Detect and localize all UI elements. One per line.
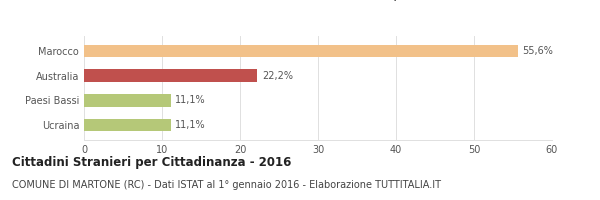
- Legend: Africa, Oceania, Europa: Africa, Oceania, Europa: [225, 0, 411, 5]
- Text: 22,2%: 22,2%: [262, 71, 293, 81]
- Bar: [84, 45, 518, 57]
- Text: Cittadini Stranieri per Cittadinanza - 2016: Cittadini Stranieri per Cittadinanza - 2…: [12, 156, 292, 169]
- Text: 55,6%: 55,6%: [523, 46, 553, 56]
- Text: 11,1%: 11,1%: [175, 95, 206, 105]
- Bar: [84, 94, 170, 107]
- Bar: [84, 119, 170, 131]
- Bar: [84, 69, 257, 82]
- Text: COMUNE DI MARTONE (RC) - Dati ISTAT al 1° gennaio 2016 - Elaborazione TUTTITALIA: COMUNE DI MARTONE (RC) - Dati ISTAT al 1…: [12, 180, 441, 190]
- Text: 11,1%: 11,1%: [175, 120, 206, 130]
